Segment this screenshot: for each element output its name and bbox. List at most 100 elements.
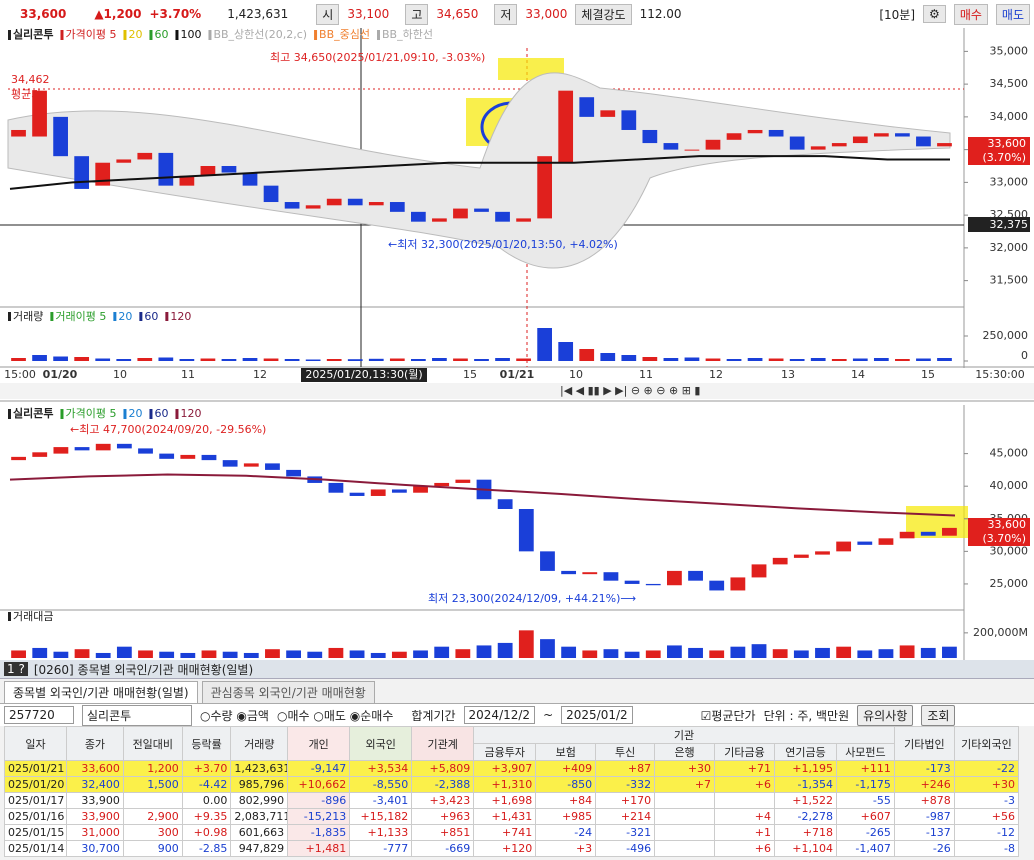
volume-bar xyxy=(286,650,302,658)
candle xyxy=(772,557,788,565)
table-cell: +3,534 xyxy=(349,760,413,777)
volume-bar xyxy=(349,650,365,658)
table-cell: +1,310 xyxy=(473,776,537,793)
buy-button[interactable]: 매수 xyxy=(953,3,988,25)
column-header: 은행 xyxy=(654,743,716,761)
y-tick-label: 45,000 xyxy=(990,447,1029,460)
volume-bar xyxy=(95,358,111,361)
column-header: 외국인 xyxy=(349,726,413,761)
volume-bar xyxy=(768,358,784,361)
volume-bar xyxy=(730,646,746,658)
table-cell: -777 xyxy=(349,840,413,857)
quote-bar: 33,600 ▲1,200 +3.70% 1,423,631 시 33,100 … xyxy=(0,0,1034,29)
x-tick-label: 01/21 xyxy=(500,368,535,381)
table-row: 025/01/21 33,600 1,200 +3.70 1,423,631 -9,147… xyxy=(3,760,1020,777)
volume-bar xyxy=(518,630,534,658)
candle xyxy=(916,136,931,147)
table-cell: -1,835 xyxy=(287,824,351,841)
volume-bar xyxy=(413,650,428,658)
table-cell: 30,700 xyxy=(66,840,124,857)
table-cell: -22 xyxy=(953,760,1020,777)
tab[interactable]: 종목별 외국인/기관 매매현황(일별) xyxy=(4,681,198,703)
volume-bar xyxy=(873,358,889,361)
sell-button[interactable]: 매도 xyxy=(995,3,1030,25)
candle xyxy=(705,139,721,150)
candle xyxy=(200,166,216,176)
table-cell: +607 xyxy=(835,808,895,825)
volume-bar xyxy=(326,359,342,361)
interval[interactable]: [10분] xyxy=(879,7,916,22)
table-cell: 025/01/15 xyxy=(3,824,68,841)
candle xyxy=(937,143,952,147)
volume-bar xyxy=(11,358,26,361)
table-row: 025/01/15 31,000 300 +0.98 601,663 -1,835 +1,1… xyxy=(3,824,1020,841)
candle xyxy=(558,90,574,163)
header-row: 금융투자 보험 투신 은행 기타금융 연기금등 사모펀드 xyxy=(5,743,1019,761)
x-tick-label: 01/20 xyxy=(43,368,78,381)
volume-bar xyxy=(942,646,957,658)
table-cell: +851 xyxy=(411,824,475,841)
volume-bar xyxy=(179,359,195,361)
x-tick-label: 10 xyxy=(113,368,127,381)
table-cell: -2,388 xyxy=(411,776,475,793)
candle xyxy=(942,527,957,536)
y-tick-label: 34,500 xyxy=(990,77,1029,90)
table-cell: -265 xyxy=(835,824,895,841)
candle xyxy=(474,208,489,212)
avg-check[interactable]: ☑평균단가 xyxy=(700,708,756,723)
to-date[interactable]: 2025/01/2 xyxy=(561,706,633,724)
toolbar-icons[interactable]: |◀ ◀ ▮▮ ▶ ▶| ⊖ ⊕ ⊖ ⊕ ⊞ ▮ xyxy=(560,384,700,397)
tab[interactable]: 관심종목 외국인/기관 매매현황 xyxy=(201,681,375,703)
group-header: 기관 xyxy=(473,726,895,744)
volume-bar xyxy=(642,357,658,361)
table-cell: +1,195 xyxy=(773,760,837,777)
candle xyxy=(326,198,342,206)
name-input[interactable]: 실리콘투 xyxy=(82,704,192,726)
candle xyxy=(688,570,703,581)
table-cell xyxy=(122,792,183,809)
highlight xyxy=(906,506,968,538)
table-row: 025/01/14 30,700 900 -2.85 947,829 +1,481 -777… xyxy=(3,840,1020,857)
tilde: ~ xyxy=(543,708,554,722)
volume-bar xyxy=(666,645,682,658)
settings[interactable]: ⚙ xyxy=(923,5,946,23)
unit-radio[interactable]: ○수량 ◉금액 xyxy=(200,708,269,723)
volume-bar xyxy=(772,649,788,658)
table-cell: -55 xyxy=(835,792,895,809)
legend-text: 20 xyxy=(128,407,142,420)
legend-swatch xyxy=(208,30,212,40)
y-tick-label: 25,000 xyxy=(990,577,1029,590)
volume-bar xyxy=(600,353,616,361)
volume-bar xyxy=(920,647,936,658)
table-cell: -8 xyxy=(953,840,1020,857)
volume-bar xyxy=(411,359,426,361)
volume-bar xyxy=(836,646,852,658)
high-label: 고 xyxy=(405,3,429,25)
volume-bar xyxy=(328,647,344,658)
volume-bar xyxy=(263,358,279,361)
volume-bar xyxy=(793,650,809,658)
candle xyxy=(852,136,868,144)
volume-bar xyxy=(537,328,552,361)
legend-swatch xyxy=(113,312,117,321)
legend-swatch xyxy=(8,30,11,40)
candle xyxy=(831,143,847,147)
volume-bar xyxy=(582,650,598,658)
candle xyxy=(920,531,936,536)
volume-bar xyxy=(201,650,217,658)
column-header: 보험 xyxy=(535,743,597,761)
table-cell: -8,550 xyxy=(349,776,413,793)
legend-swatch xyxy=(139,312,143,321)
volume-bar xyxy=(455,649,471,658)
unit-note: 단위 : 주, 백만원 xyxy=(763,708,850,723)
column-header: 투신 xyxy=(595,743,656,761)
from-date[interactable]: 2024/12/2 xyxy=(463,706,536,724)
legend-text: 거래대금 xyxy=(13,610,53,623)
side-radio[interactable]: ○매수 ○매도 ◉순매수 xyxy=(276,708,394,723)
table-cell: +71 xyxy=(714,760,775,777)
code-input[interactable]: 257720 xyxy=(4,706,74,724)
table-cell: +15,182 xyxy=(349,808,413,825)
notice-button[interactable]: 유의사항 xyxy=(857,704,914,726)
table-cell: -332 xyxy=(595,776,656,793)
query-button[interactable]: 조회 xyxy=(921,704,956,726)
